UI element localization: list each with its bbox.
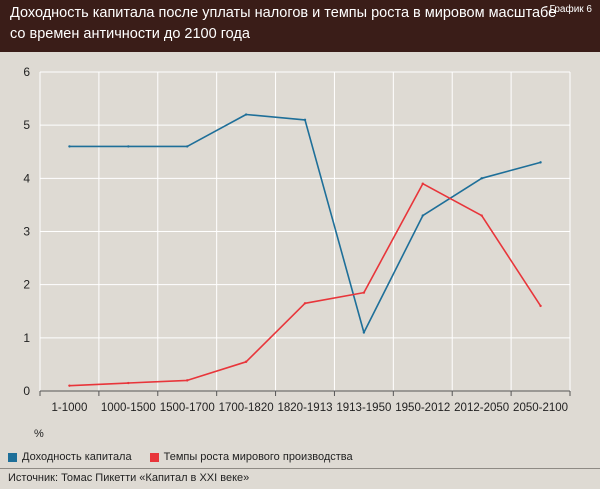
- data-point-capital-6: [421, 214, 424, 217]
- data-point-capital-8: [539, 161, 542, 164]
- x-tick-label-4: 1820-1913: [278, 402, 333, 414]
- source-note: Источник: Томас Пикетти «Капитал в XXI в…: [8, 472, 250, 484]
- data-point-capital-1: [127, 145, 130, 148]
- x-tick-label-3: 1700-1820: [219, 402, 274, 414]
- data-point-growth-6: [421, 182, 424, 185]
- data-point-growth-2: [186, 379, 189, 382]
- y-tick-label-2: 2: [23, 278, 30, 292]
- data-point-growth-5: [362, 291, 366, 294]
- legend-item-growth: Темпы роста мирового производства: [149, 451, 353, 463]
- footer-divider: [0, 468, 600, 469]
- chart-legend: Доходность капитала Темпы роста мирового…: [8, 449, 371, 465]
- data-point-growth-8: [539, 304, 542, 308]
- chart-title-line1: Доходность капитала после уплаты налогов…: [10, 5, 557, 21]
- x-tick-label-8: 2050-2100: [513, 402, 568, 414]
- figure-label: График 6: [549, 4, 592, 15]
- data-point-capital-5: [362, 331, 366, 334]
- legend-swatch-growth: [149, 452, 159, 462]
- data-point-growth-0: [68, 384, 71, 387]
- data-point-capital-2: [186, 145, 189, 148]
- x-tick-label-1: 1000-1500: [101, 402, 156, 414]
- y-tick-label-5: 5: [23, 118, 30, 132]
- y-tick-label-1: 1: [23, 331, 30, 345]
- y-tick-label-4: 4: [23, 171, 30, 185]
- legend-item-capital: Доходность капитала: [8, 451, 132, 463]
- y-tick-label-6: 6: [23, 65, 30, 79]
- legend-label-growth: Темпы роста мирового производства: [163, 451, 353, 463]
- y-unit-label: %: [34, 428, 44, 440]
- data-point-growth-3: [244, 360, 248, 363]
- data-point-capital-7: [480, 177, 483, 180]
- data-point-capital-4: [303, 118, 307, 122]
- y-tick-label-3: 3: [23, 225, 30, 239]
- data-point-growth-1: [127, 381, 130, 385]
- legend-swatch-capital: [8, 452, 17, 462]
- data-point-growth-7: [480, 214, 483, 217]
- data-point-growth-4: [303, 302, 307, 305]
- x-tick-label-5: 1913-1950: [336, 402, 391, 414]
- x-tick-label-7: 2012-2050: [454, 402, 509, 414]
- chart-title-line2: со времен античности до 2100 года: [10, 26, 250, 42]
- legend-label-capital: Доходность капитала: [22, 451, 132, 463]
- x-tick-label-6: 1950-2012: [395, 402, 450, 414]
- chart-header: Доходность капитала после уплаты налогов…: [0, 0, 600, 52]
- x-tick-label-2: 1500-1700: [160, 402, 215, 414]
- x-tick-label-0: 1-1000: [52, 402, 88, 414]
- data-point-capital-3: [244, 113, 248, 116]
- line-chart: 0 1 2 3 4 5 6 1-1000 1000-1500 1500-1700 1700-1820…: [23, 65, 571, 440]
- chart-title: Доходность капитала после уплаты налогов…: [10, 3, 557, 45]
- data-point-capital-0: [68, 145, 71, 148]
- y-tick-label-0: 0: [23, 384, 30, 398]
